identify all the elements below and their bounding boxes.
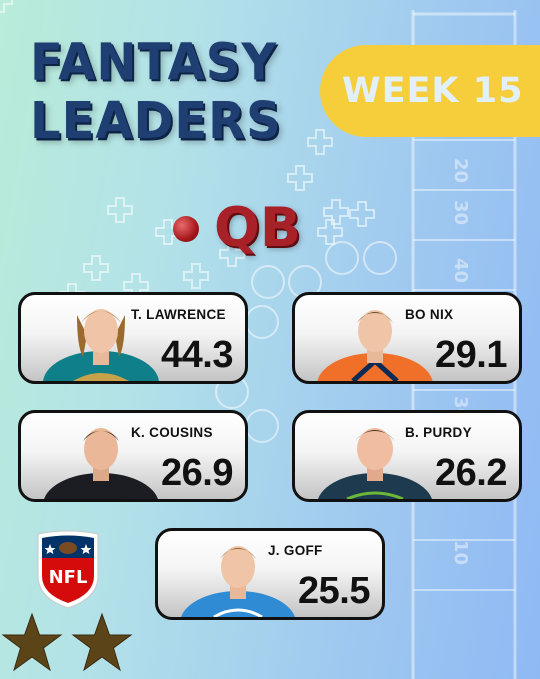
player-card-nix[interactable]: BO NIX 29.1: [292, 292, 522, 384]
page-title: FANTASY LEADERS: [30, 33, 282, 151]
player-photo: [181, 546, 295, 617]
field-number: 30: [450, 200, 471, 225]
player-card-purdy[interactable]: B. PURDY 26.2: [292, 410, 522, 502]
player-photo: [44, 428, 158, 499]
player-name: J. GOFF: [268, 543, 323, 558]
player-photo: [318, 428, 432, 499]
player-name: BO NIX: [405, 307, 454, 322]
star-icon: [1, 612, 63, 672]
nfl-logo-text: NFL: [49, 567, 88, 588]
player-photo: [317, 310, 433, 381]
player-photo: [43, 309, 159, 381]
player-score: 26.2: [435, 452, 507, 494]
field-number: 40: [450, 258, 471, 283]
player-name: B. PURDY: [405, 425, 472, 440]
field-number: 20: [450, 158, 471, 183]
week-badge: WEEK 15: [320, 45, 540, 137]
player-score: 25.5: [298, 570, 370, 612]
player-card-lawrence[interactable]: T. LAWRENCE 44.3: [18, 292, 248, 384]
star-icon: [71, 612, 133, 672]
position-bullet-icon: [173, 216, 199, 242]
player-score: 26.9: [161, 452, 233, 494]
position-label: QB: [214, 196, 302, 259]
title-line-2: LEADERS: [30, 92, 282, 151]
nfl-logo: NFL: [37, 530, 99, 609]
player-name: K. COUSINS: [131, 425, 213, 440]
player-name: T. LAWRENCE: [131, 307, 226, 322]
title-line-1: FANTASY: [30, 33, 278, 92]
player-score: 29.1: [435, 334, 507, 376]
player-card-cousins[interactable]: K. COUSINS 26.9: [18, 410, 248, 502]
stars-decoration: [1, 612, 133, 672]
player-score: 44.3: [161, 334, 233, 376]
player-card-goff[interactable]: J. GOFF 25.5: [155, 528, 385, 620]
week-label: WEEK 15: [342, 71, 524, 111]
field-number: 10: [450, 540, 471, 565]
